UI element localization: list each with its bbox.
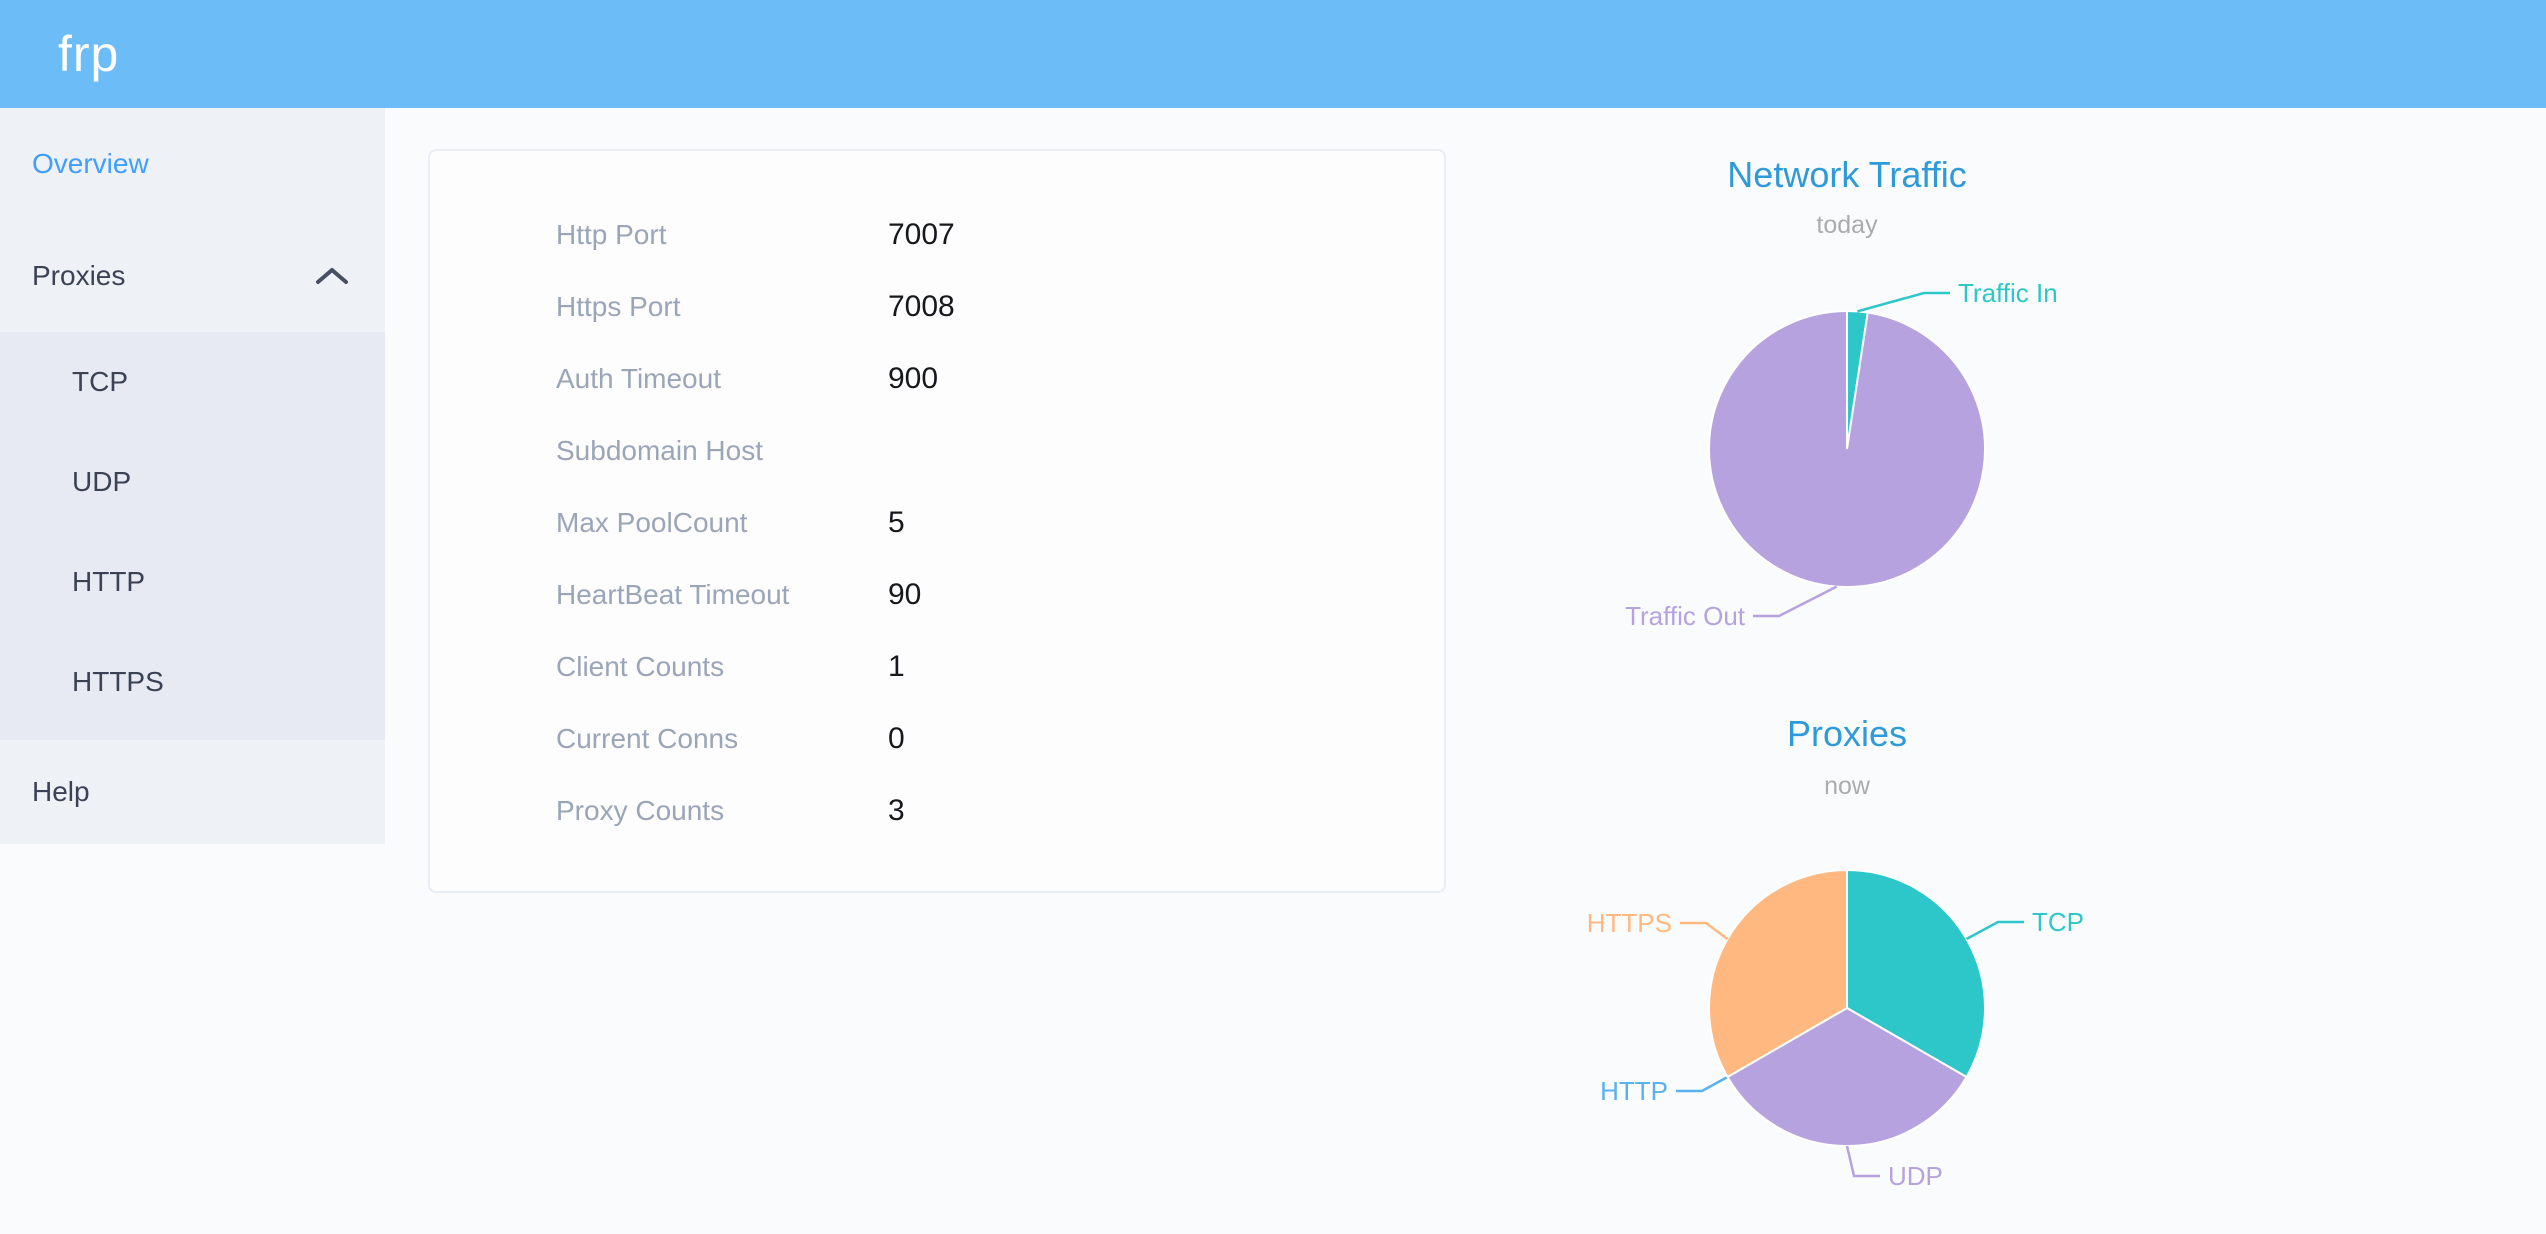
label-leader-line	[1845, 1145, 1880, 1178]
pie-chart-network-traffic: Traffic In Traffic Out	[1625, 278, 2058, 631]
sidebar-item-http[interactable]: HTTP	[0, 532, 385, 632]
app-logo: frp	[58, 26, 120, 82]
label-leader-line	[1676, 1075, 1729, 1093]
config-row: Http Port 7007	[430, 199, 1444, 271]
config-value: 1	[888, 650, 905, 683]
config-label: Https Port	[556, 291, 681, 322]
sidebar-item-proxies[interactable]: Proxies	[0, 220, 385, 332]
sidebar-item-label: Overview	[32, 148, 149, 179]
slice-label: HTTPS	[1587, 908, 1672, 938]
pie-slice-tcp[interactable]	[1846, 868, 1986, 1079]
network-traffic-title: Network Traffic	[1727, 154, 1967, 195]
server-info-card: Http Port 7007 Https Port 7008 Auth Timeout 9…	[428, 149, 1446, 893]
sidebar-item-label: HTTP	[72, 566, 146, 597]
proxies-submenu: TCP UDP HTTP HTTPS	[0, 332, 385, 740]
config-row: Auth Timeout 900	[430, 343, 1444, 415]
config-row: Current Conns 0	[430, 703, 1444, 775]
network-traffic-subtitle: today	[1816, 211, 1878, 239]
config-value: 0	[888, 722, 905, 755]
sidebar: Overview Proxies TCP UDP HTTP HTTPS Help	[0, 108, 385, 844]
config-label: Auth Timeout	[556, 363, 721, 394]
config-label: Current Conns	[556, 723, 739, 754]
app-header: frp	[0, 0, 2546, 108]
config-row: Client Counts 1	[430, 631, 1444, 703]
pie-slice-traffic-out[interactable]	[1708, 309, 1986, 588]
sidebar-item-label: UDP	[72, 466, 132, 497]
config-label: Subdomain Host	[556, 435, 764, 466]
sidebar-item-udp[interactable]: UDP	[0, 432, 385, 532]
config-value: 900	[888, 362, 939, 395]
pie-slice-https[interactable]	[1708, 868, 1848, 1079]
chevron-up-icon[interactable]	[315, 266, 349, 286]
config-label: Client Counts	[556, 651, 725, 682]
sidebar-item-help[interactable]: Help	[0, 740, 385, 844]
config-label: Proxy Counts	[556, 795, 725, 826]
label-leader-line	[1753, 585, 1838, 618]
config-label: Http Port	[556, 219, 667, 250]
config-row: Subdomain Host	[430, 415, 1444, 487]
label-leader-line	[1965, 920, 2024, 941]
config-row: Max PoolCount 5	[430, 487, 1444, 559]
slice-label: HTTP	[1600, 1076, 1668, 1106]
sidebar-item-label: Proxies	[32, 260, 126, 291]
config-value: 7008	[888, 290, 955, 323]
config-row: Https Port 7008	[430, 271, 1444, 343]
sidebar-item-https[interactable]: HTTPS	[0, 632, 385, 732]
config-label: Max PoolCount	[556, 507, 748, 538]
sidebar-item-tcp[interactable]: TCP	[0, 332, 385, 432]
label-leader-line	[1857, 291, 1950, 313]
config-value: 7007	[888, 218, 955, 251]
sidebar-item-label: Help	[32, 776, 90, 807]
sidebar-item-overview[interactable]: Overview	[0, 108, 385, 220]
config-label: HeartBeat Timeout	[556, 579, 790, 610]
label-leader-line	[1680, 921, 1729, 941]
sidebar-item-label: HTTPS	[72, 666, 164, 697]
sidebar-item-label: TCP	[72, 366, 128, 397]
config-value: 90	[888, 578, 922, 611]
slice-label: TCP	[2032, 907, 2084, 937]
config-row: HeartBeat Timeout 90	[430, 559, 1444, 631]
slice-label: Traffic Out	[1625, 601, 1746, 631]
proxies-subtitle: now	[1824, 772, 1870, 800]
pie-chart-proxies: TCP UDP HTTP HTTPS	[1587, 868, 2084, 1191]
nav-menu: Overview Proxies TCP UDP HTTP HTTPS Help	[0, 108, 385, 844]
slice-label: UDP	[1888, 1161, 1943, 1191]
config-value: 3	[888, 794, 905, 827]
pie-slice-udp[interactable]	[1726, 1006, 1968, 1147]
config-row: Proxy Counts 3	[430, 775, 1444, 847]
slice-label: Traffic In	[1958, 278, 2058, 308]
config-value: 5	[888, 506, 905, 539]
proxies-title: Proxies	[1786, 713, 1908, 754]
